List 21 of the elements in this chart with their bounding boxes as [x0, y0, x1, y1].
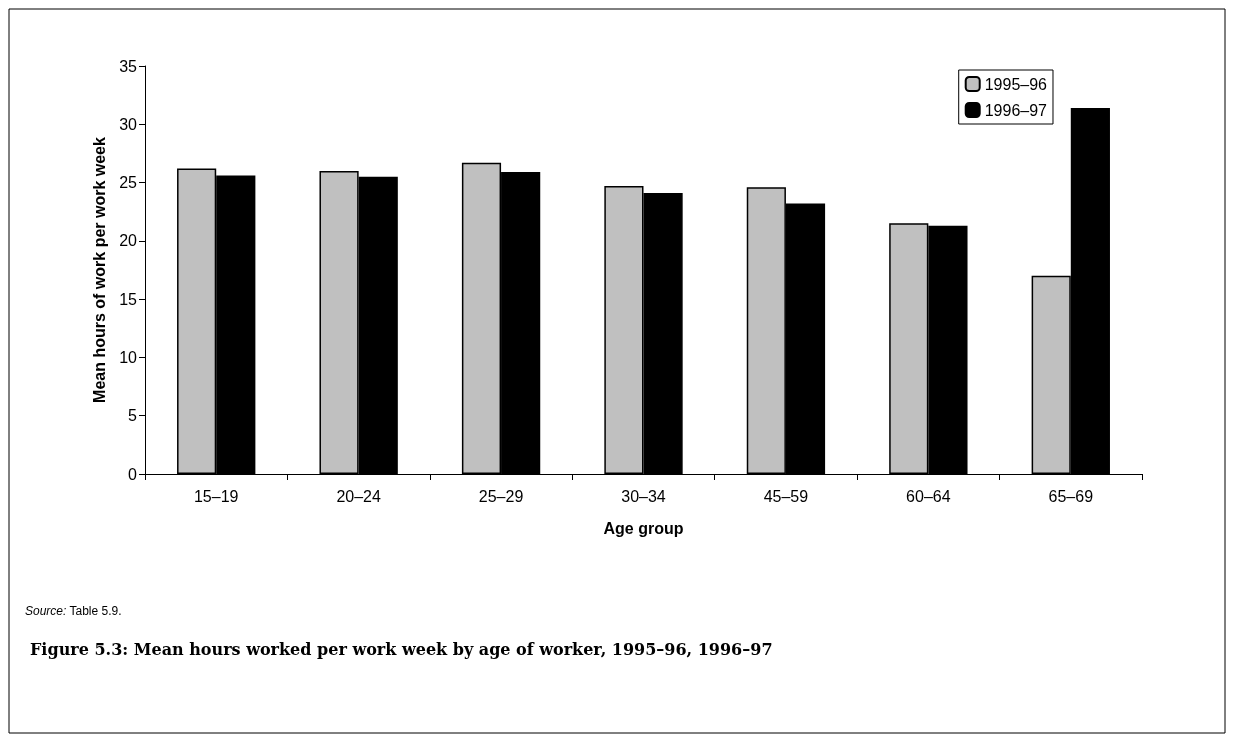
y-tick-label: 20: [119, 232, 138, 250]
x-tick-label: 45–59: [763, 487, 809, 505]
x-tick-label: 20–24: [336, 487, 381, 505]
x-tick-label: 30–34: [621, 487, 666, 505]
x-axis-title: Age group: [603, 519, 684, 537]
source-note: Source: Table 5.9.: [25, 604, 122, 618]
x-tick-label: 65–69: [1048, 487, 1094, 505]
x-tick-label: 15–19: [193, 487, 239, 505]
y-tick-label: 30: [119, 115, 138, 133]
y-axis-title: Mean hours of work per work week: [90, 136, 108, 403]
legend-label: 1996–97: [984, 101, 1048, 119]
text: Figure 5.3: Mean hours worked per work week by age of worker, 1995–96, 1996–97: [30, 639, 773, 659]
y-tick-label: 15: [119, 290, 138, 308]
y-tick-label: 10: [119, 348, 138, 366]
y-tick-label: 35: [119, 57, 138, 75]
y-tick-label: 25: [119, 174, 138, 192]
legend-label: 1995–96: [984, 75, 1048, 93]
y-tick-label: 0: [128, 465, 138, 483]
x-tick-label: 60–64: [906, 487, 951, 505]
x-tick-label: 25–29: [478, 487, 524, 505]
y-tick-label: 5: [128, 407, 138, 425]
